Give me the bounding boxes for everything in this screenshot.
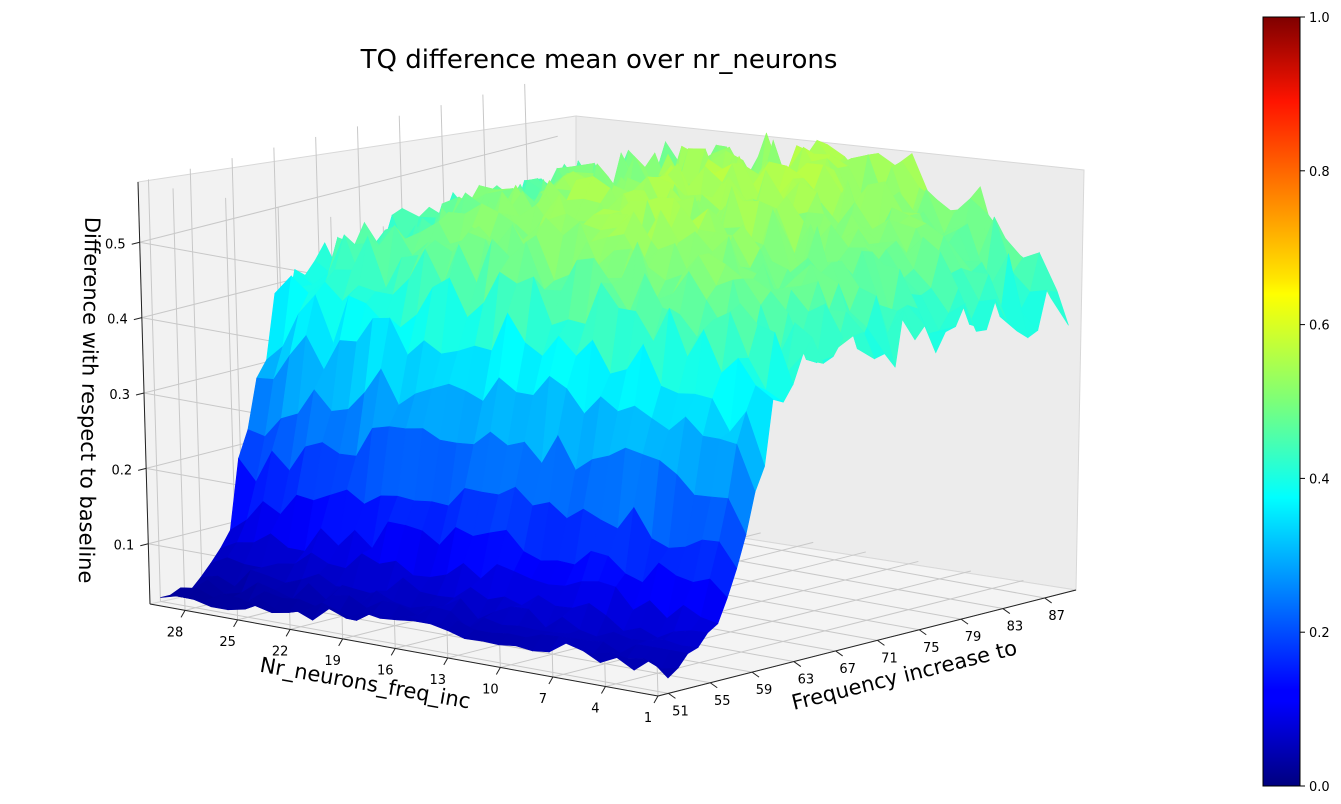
y-tick-label: 7 xyxy=(539,692,547,707)
x-tick-label: 71 xyxy=(881,651,898,666)
x-tick-label: 75 xyxy=(923,641,940,656)
surface-patch xyxy=(650,659,679,679)
colorbar-tick-label: 0.8 xyxy=(1309,165,1330,180)
z-tick-label: 0.1 xyxy=(114,539,135,554)
colorbar-tick-label: 0.2 xyxy=(1309,626,1330,641)
y-tick-label: 28 xyxy=(167,625,184,640)
colorbar-tick-label: 0.6 xyxy=(1309,319,1330,334)
y-tick-label: 13 xyxy=(430,673,447,688)
y-axis-label: Nr_neurons_freq_inc xyxy=(258,653,472,715)
x-tick-label: 79 xyxy=(965,630,982,645)
y-tick-label: 4 xyxy=(591,701,599,716)
z-axis-label: Difference with respect to baseline xyxy=(74,217,104,584)
surface xyxy=(160,132,1069,679)
y-tick-label: 25 xyxy=(219,635,236,650)
colorbar-tick-label: 0.0 xyxy=(1309,780,1330,795)
colorbar-ticks: 0.0 0.2 0.4 0.6 0.8 1.0 xyxy=(1300,11,1330,795)
x-tick-label: 63 xyxy=(798,673,815,688)
x-tick-label: 83 xyxy=(1007,620,1024,635)
z-tick-label: 0.3 xyxy=(109,388,130,403)
y-tick-label: 16 xyxy=(377,663,394,678)
y-tick-label: 22 xyxy=(272,644,289,659)
y-ticks: 28 25 22 19 16 13 10 7 4 1 xyxy=(167,610,659,726)
x-tick-label: 87 xyxy=(1048,609,1065,624)
z-tick-label: 0.4 xyxy=(107,313,128,328)
colorbar-tick-label: 1.0 xyxy=(1309,11,1330,26)
z-ticks: 0.1 0.2 0.3 0.4 0.5 xyxy=(105,237,149,554)
colorbar xyxy=(1262,16,1301,787)
x-tick-label: 59 xyxy=(756,683,773,698)
y-tick-label: 19 xyxy=(324,654,341,669)
y-axis-line xyxy=(149,603,659,697)
x-ticks: 51 55 59 63 67 71 75 79 83 87 xyxy=(668,597,1065,719)
x-tick-label: 67 xyxy=(839,662,856,677)
z-tick-label: 0.5 xyxy=(105,237,126,252)
y-tick-label: 10 xyxy=(482,682,499,697)
y-tick-label: 1 xyxy=(644,711,652,726)
x-axis-line xyxy=(657,589,1077,697)
z-tick-label: 0.2 xyxy=(111,463,132,478)
colorbar-tick-label: 0.4 xyxy=(1309,472,1330,487)
chart-title: TQ difference mean over nr_neurons xyxy=(360,45,838,75)
x-tick-label: 51 xyxy=(672,704,689,719)
x-tick-label: 55 xyxy=(714,694,731,709)
